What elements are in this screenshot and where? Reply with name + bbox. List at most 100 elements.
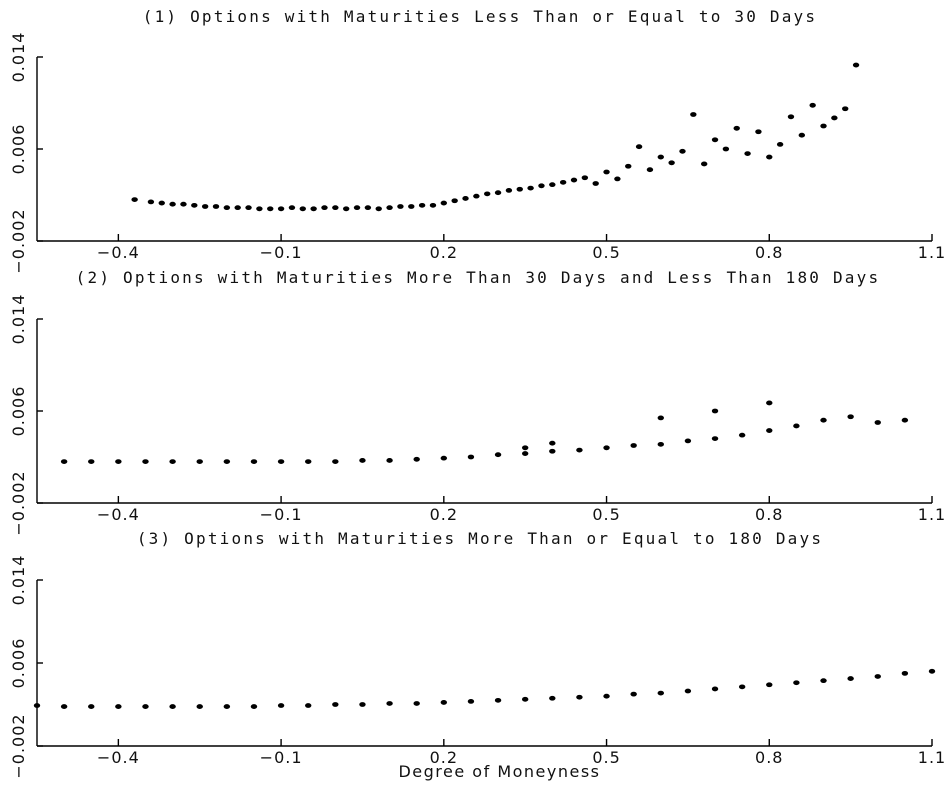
data-point xyxy=(766,154,773,160)
data-point xyxy=(60,704,68,709)
data-point xyxy=(592,181,599,186)
data-point xyxy=(603,445,610,451)
data-point xyxy=(223,459,231,464)
data-point xyxy=(131,197,138,203)
data-point xyxy=(484,191,491,197)
data-point xyxy=(413,701,420,706)
panel-title: (2) Options with Maturities More Than 30… xyxy=(76,268,881,287)
data-point xyxy=(549,440,556,446)
x-tick-label: 1.1 xyxy=(918,505,946,524)
data-point xyxy=(88,704,95,709)
data-point xyxy=(776,142,784,147)
data-point xyxy=(793,680,800,686)
x-tick-label: 0.5 xyxy=(592,748,620,767)
data-point xyxy=(467,698,475,704)
y-tick-label: −0.002 xyxy=(9,470,28,535)
data-point xyxy=(494,190,502,196)
data-point xyxy=(142,459,149,464)
data-point xyxy=(852,62,860,68)
data-point xyxy=(630,443,637,448)
data-point xyxy=(570,177,578,183)
x-tick-label: 0.5 xyxy=(592,505,620,524)
data-point xyxy=(299,206,306,212)
data-point xyxy=(440,455,448,461)
data-point xyxy=(413,456,420,462)
y-tick-label: 0.014 xyxy=(9,555,28,606)
data-point xyxy=(201,204,209,209)
data-point xyxy=(766,428,773,433)
data-point xyxy=(603,693,610,699)
data-point xyxy=(467,454,475,460)
data-point xyxy=(353,205,361,211)
data-point xyxy=(169,704,176,709)
data-point xyxy=(755,129,762,135)
data-point xyxy=(766,682,773,688)
data-point xyxy=(700,161,708,167)
data-point xyxy=(310,206,317,212)
data-point xyxy=(212,204,220,209)
panel-1: (1) Options with Maturities Less Than or… xyxy=(9,7,946,274)
x-tick-label: −0.4 xyxy=(97,748,140,767)
data-point xyxy=(521,696,529,702)
x-tick-label: 1.1 xyxy=(918,748,946,767)
data-point xyxy=(375,206,382,212)
data-point xyxy=(711,686,719,692)
data-point xyxy=(494,452,502,458)
data-point xyxy=(267,206,274,212)
data-point xyxy=(549,182,556,188)
data-point xyxy=(359,702,366,707)
panel-3: (3) Options with Maturities More Than or… xyxy=(9,529,946,781)
y-tick-label: −0.002 xyxy=(9,713,28,778)
data-point xyxy=(549,448,556,454)
data-point xyxy=(115,459,122,464)
data-point xyxy=(521,451,529,456)
y-tick-label: 0.006 xyxy=(9,386,28,437)
data-point xyxy=(733,125,740,131)
data-point xyxy=(657,690,664,696)
x-tick-label: −0.1 xyxy=(260,243,303,262)
data-point xyxy=(559,179,567,185)
y-tick-label: 0.014 xyxy=(9,294,28,345)
data-point xyxy=(690,112,697,117)
data-point xyxy=(614,176,621,182)
data-point xyxy=(901,417,909,423)
data-point xyxy=(386,701,393,706)
data-point xyxy=(305,459,312,464)
data-point xyxy=(630,691,637,697)
data-points xyxy=(131,62,860,212)
data-point xyxy=(196,704,203,709)
data-point xyxy=(842,106,849,112)
data-point xyxy=(332,702,339,707)
data-point xyxy=(581,175,589,181)
data-point xyxy=(142,704,149,709)
data-point xyxy=(462,196,469,201)
data-point xyxy=(635,144,643,150)
data-point xyxy=(321,205,328,211)
data-point xyxy=(538,183,545,189)
data-point xyxy=(408,204,415,209)
data-point xyxy=(418,202,426,208)
data-point xyxy=(386,205,393,211)
data-point xyxy=(766,400,773,406)
data-point xyxy=(901,670,909,676)
x-tick-label: −0.1 xyxy=(260,505,303,524)
data-point xyxy=(223,205,231,211)
x-tick-label: 0.2 xyxy=(430,505,458,524)
data-point xyxy=(516,186,523,192)
data-point xyxy=(440,700,448,705)
data-point xyxy=(928,668,936,674)
data-points xyxy=(60,400,909,464)
panel-title: (1) Options with Maturities Less Than or… xyxy=(143,7,817,26)
data-point xyxy=(451,198,458,204)
x-tick-label: 0.8 xyxy=(755,505,783,524)
x-axis-label: Degree of Moneyness xyxy=(398,762,600,781)
data-point xyxy=(798,132,806,138)
data-point xyxy=(657,154,664,160)
data-point xyxy=(364,205,372,211)
x-tick-label: −0.4 xyxy=(97,505,140,524)
data-point xyxy=(169,201,176,207)
data-point xyxy=(657,415,664,421)
data-point xyxy=(738,432,746,438)
x-tick-label: 1.1 xyxy=(918,243,946,262)
